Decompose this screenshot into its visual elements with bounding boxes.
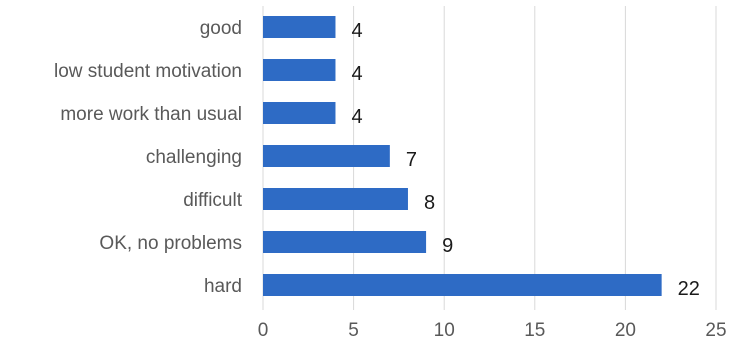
- gridlines: [262, 6, 717, 310]
- data-labels: 4 4 4 789 22: [351, 20, 699, 300]
- bar: [263, 59, 336, 81]
- category-label: difficult: [183, 190, 243, 211]
- x-tick-label: 5: [348, 320, 359, 341]
- data-label: 4: [351, 106, 362, 128]
- bar: [263, 274, 662, 296]
- data-label: 22: [678, 278, 700, 300]
- data-label: 8: [424, 192, 435, 214]
- data-label: 9: [442, 235, 453, 257]
- bars: [263, 16, 662, 296]
- data-label: 4: [351, 63, 362, 85]
- bar: [263, 188, 408, 210]
- data-label: 4: [351, 20, 362, 42]
- x-tick-label: 20: [615, 320, 636, 341]
- bar: [263, 102, 336, 124]
- category-label: OK, no problems: [99, 233, 242, 254]
- x-tick-label: 0: [258, 320, 269, 341]
- bar: [263, 231, 427, 253]
- bar: [263, 145, 390, 167]
- data-label: 7: [406, 149, 417, 171]
- category-label: challenging: [146, 147, 242, 168]
- x-axis-tick-labels: 0 5 10 15 20 25: [258, 320, 727, 341]
- category-label: good: [200, 18, 242, 39]
- x-tick-label: 25: [705, 320, 726, 341]
- bar: [263, 16, 336, 38]
- x-tick-label: 10: [434, 320, 455, 341]
- category-labels: good low student motivation more work than…: [54, 18, 243, 297]
- category-label: more work than usual: [60, 104, 242, 125]
- category-label: hard: [204, 276, 242, 297]
- category-label: low student motivation: [54, 61, 242, 82]
- x-tick-label: 15: [524, 320, 545, 341]
